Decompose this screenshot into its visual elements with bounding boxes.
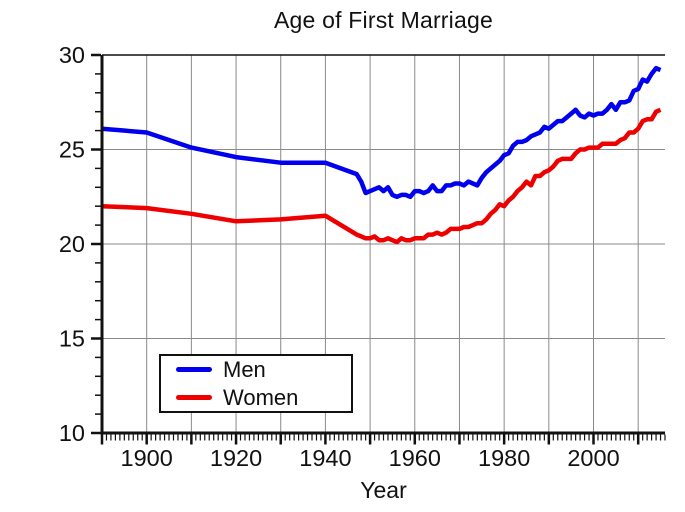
x-axis-title: Year <box>360 477 407 503</box>
men-series-line <box>101 65 662 200</box>
legend-box: Men Women <box>159 354 353 413</box>
legend-entry-men: Men <box>176 356 351 382</box>
x-tick-label: 1980 <box>478 445 530 471</box>
men-line-swatch <box>176 367 212 372</box>
y-tick-label: 10 <box>59 420 85 446</box>
y-tick-label: 15 <box>59 326 85 352</box>
women-series-line <box>101 107 662 245</box>
x-tick-label: 1960 <box>389 445 441 471</box>
y-tick-label: 20 <box>59 231 85 257</box>
x-tick-label: 1940 <box>299 445 351 471</box>
x-tick-label: 1920 <box>210 445 262 471</box>
y-tick-label: 30 <box>59 42 85 68</box>
legend-label-women: Women <box>223 384 299 410</box>
legend-entry-women: Women <box>176 384 351 410</box>
y-tick-label: 25 <box>59 137 85 163</box>
women-line-swatch <box>176 395 212 400</box>
x-tick-label: 2000 <box>567 445 619 471</box>
x-tick-label: 1900 <box>121 445 173 471</box>
chart-title: Age of First Marriage <box>274 7 493 33</box>
legend-label-men: Men <box>223 356 266 382</box>
